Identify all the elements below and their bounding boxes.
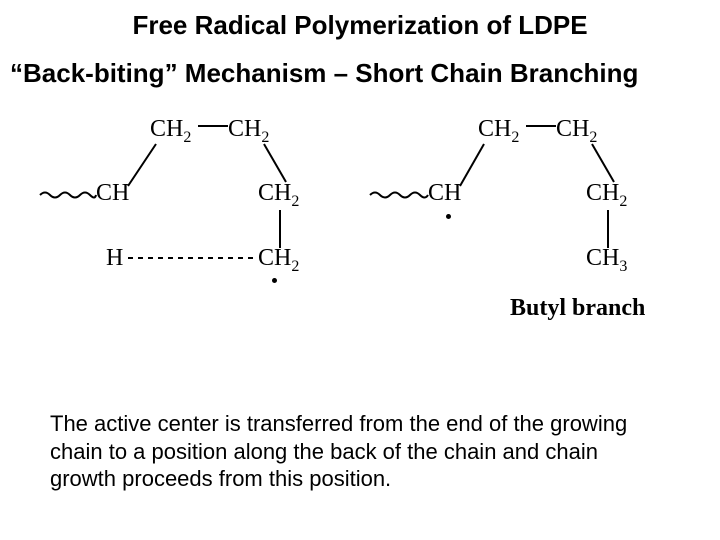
left-ch2-b: CH2: [228, 116, 269, 143]
right-radical-dot-icon: [446, 214, 451, 219]
left-ch2-a: CH2: [150, 116, 191, 143]
left-ch2-c: CH2: [258, 180, 299, 207]
right-ch2-b: CH2: [556, 116, 597, 143]
branch-label: Butyl branch: [510, 295, 645, 322]
right-ch2-a: CH2: [478, 116, 519, 143]
right-ch: CH: [428, 180, 461, 207]
left-h: H: [106, 245, 123, 272]
body-text: The active center is transferred from th…: [50, 410, 660, 493]
slide: Free Radical Polymerization of LDPE “Bac…: [0, 0, 720, 540]
left-ch2-d: CH2: [258, 245, 299, 272]
right-ch3: CH3: [586, 245, 627, 272]
left-ch: CH: [96, 180, 129, 207]
slide-subtitle: “Back-biting” Mechanism – Short Chain Br…: [10, 58, 720, 89]
left-radical-dot-icon: [272, 278, 277, 283]
right-ch2-c: CH2: [586, 180, 627, 207]
slide-title: Free Radical Polymerization of LDPE: [0, 10, 720, 41]
